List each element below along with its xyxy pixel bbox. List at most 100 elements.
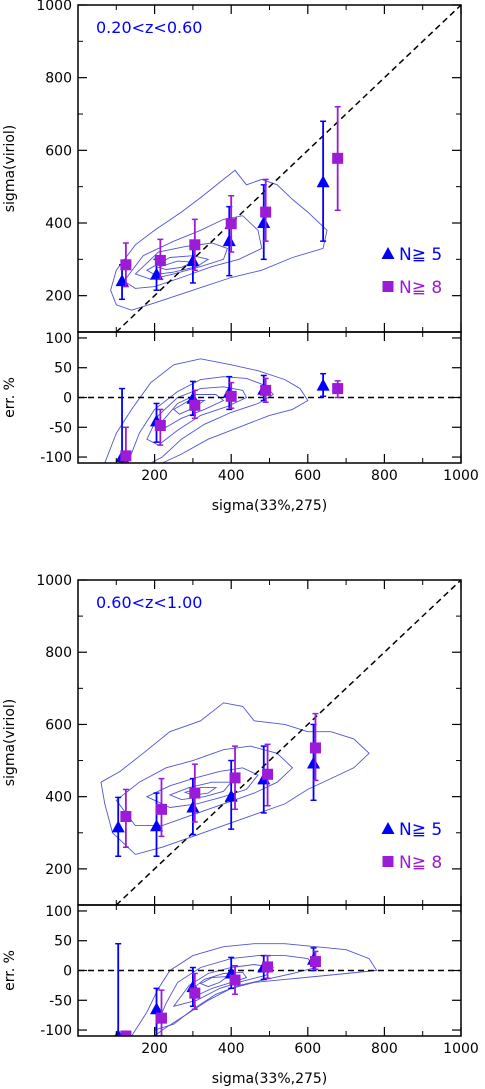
triangle-marker (316, 175, 330, 188)
square-marker (120, 1030, 132, 1036)
legend-triangle-marker (381, 247, 395, 259)
legend-square-marker (382, 281, 394, 292)
err-point (155, 989, 167, 1036)
sigma-point (155, 777, 167, 838)
square-marker (309, 956, 321, 968)
contour-line (172, 964, 275, 1007)
square-marker (189, 987, 201, 999)
contour-line (199, 975, 229, 988)
y-axis-top: 200 400 600 800 1000 (36, 573, 461, 878)
y-axis-top: 200 400 600 800 1000 (36, 0, 461, 305)
x-tick-label: 200 (141, 468, 168, 484)
y-tick-label: 400 (45, 790, 72, 806)
redshift-range-label: 0.20<z<0.60 (96, 18, 202, 37)
triangle-marker (222, 234, 236, 247)
panel-low-z: 200 400 600 800 10002004006008001000-100-500… (2, 0, 479, 514)
err-point (260, 377, 272, 404)
x-tick-label: 200 (141, 1041, 168, 1057)
legend: N≧ 5 N≧ 8 (381, 820, 442, 873)
redshift-range-label: 0.60<z<1.00 (96, 593, 202, 612)
square-marker (225, 218, 237, 230)
err-point (150, 987, 164, 1036)
contour-line (104, 358, 309, 463)
square-marker (189, 787, 201, 799)
legend-label-n5: N≧ 5 (399, 245, 442, 265)
sigma-point (332, 105, 344, 212)
square-marker (155, 1012, 167, 1024)
square-marker (332, 383, 344, 395)
contour-line (188, 971, 248, 997)
sigma-point (189, 763, 201, 823)
square-marker (332, 152, 344, 164)
triangle-marker (257, 216, 271, 228)
y-tick-label: 100 (45, 331, 72, 347)
square-marker (309, 742, 321, 754)
err-point (229, 964, 241, 996)
y-tick-label: 50 (54, 934, 72, 950)
y-tick-label: -100 (40, 1023, 72, 1039)
density-contours-bottom (104, 358, 309, 463)
sigma-point (154, 238, 166, 281)
square-marker (189, 399, 201, 411)
density-contours-bottom (131, 943, 378, 1036)
triangle-marker (316, 378, 330, 391)
y-axis-label-bottom: err. % (2, 377, 18, 418)
y-tick-label: 0 (63, 964, 72, 980)
err-point (120, 426, 132, 463)
square-marker (262, 961, 274, 973)
y-tick-label: 1000 (36, 0, 72, 14)
square-marker (229, 974, 241, 986)
legend-triangle-marker (381, 822, 395, 834)
y-tick-label: 800 (45, 71, 72, 87)
square-marker (225, 390, 237, 402)
density-contours-top (110, 169, 328, 311)
square-marker (260, 206, 272, 218)
square-marker (154, 254, 166, 266)
legend-square-marker (382, 856, 394, 867)
x-axis: 200 400 600 800 1000 (115, 580, 479, 1057)
x-axis-label: sigma(33%,275) (212, 498, 328, 514)
y-tick-label: 200 (45, 862, 72, 878)
square-marker (229, 772, 241, 784)
sigma-point (229, 745, 241, 811)
square-marker (262, 768, 274, 780)
y-tick-label: 800 (45, 645, 72, 661)
y-axis-label-top: sigma(viriol) (2, 699, 18, 787)
contour-line (115, 745, 294, 827)
triangle-marker (150, 819, 164, 832)
y-tick-label: -50 (49, 993, 72, 1009)
square-marker (120, 450, 132, 462)
y-tick-label: -100 (40, 450, 72, 466)
err-point (114, 942, 123, 1036)
sigma-point (120, 242, 132, 288)
sigma-point (225, 195, 237, 253)
sigma-point (309, 712, 321, 782)
x-tick-label: 800 (371, 468, 398, 484)
contour-line (134, 242, 228, 280)
y-tick-label: 600 (45, 717, 72, 733)
err-point (262, 954, 274, 979)
y-tick-label: -50 (49, 420, 72, 436)
err-point (225, 381, 237, 409)
sigma-point (150, 792, 164, 857)
y-tick-label: 1000 (36, 573, 72, 589)
err-point (309, 950, 321, 971)
legend-label-n5: N≧ 5 (399, 820, 442, 840)
square-marker (155, 803, 167, 815)
x-tick-label: 600 (294, 468, 321, 484)
y-tick-label: 100 (45, 904, 72, 920)
series-n8 (120, 105, 344, 463)
err-point (332, 380, 344, 399)
square-marker (189, 239, 201, 251)
series-n8 (120, 712, 321, 1036)
y-axis-label-bottom: err. % (2, 950, 18, 991)
legend-label-n8: N≧ 8 (399, 853, 442, 873)
one-to-one-line (115, 580, 461, 905)
x-tick-label: 400 (218, 1041, 245, 1057)
contour-line (161, 394, 225, 428)
contour-line (146, 386, 248, 446)
series-n5 (115, 120, 330, 463)
y-tick-label: 400 (45, 216, 72, 232)
x-tick-label: 400 (218, 468, 245, 484)
